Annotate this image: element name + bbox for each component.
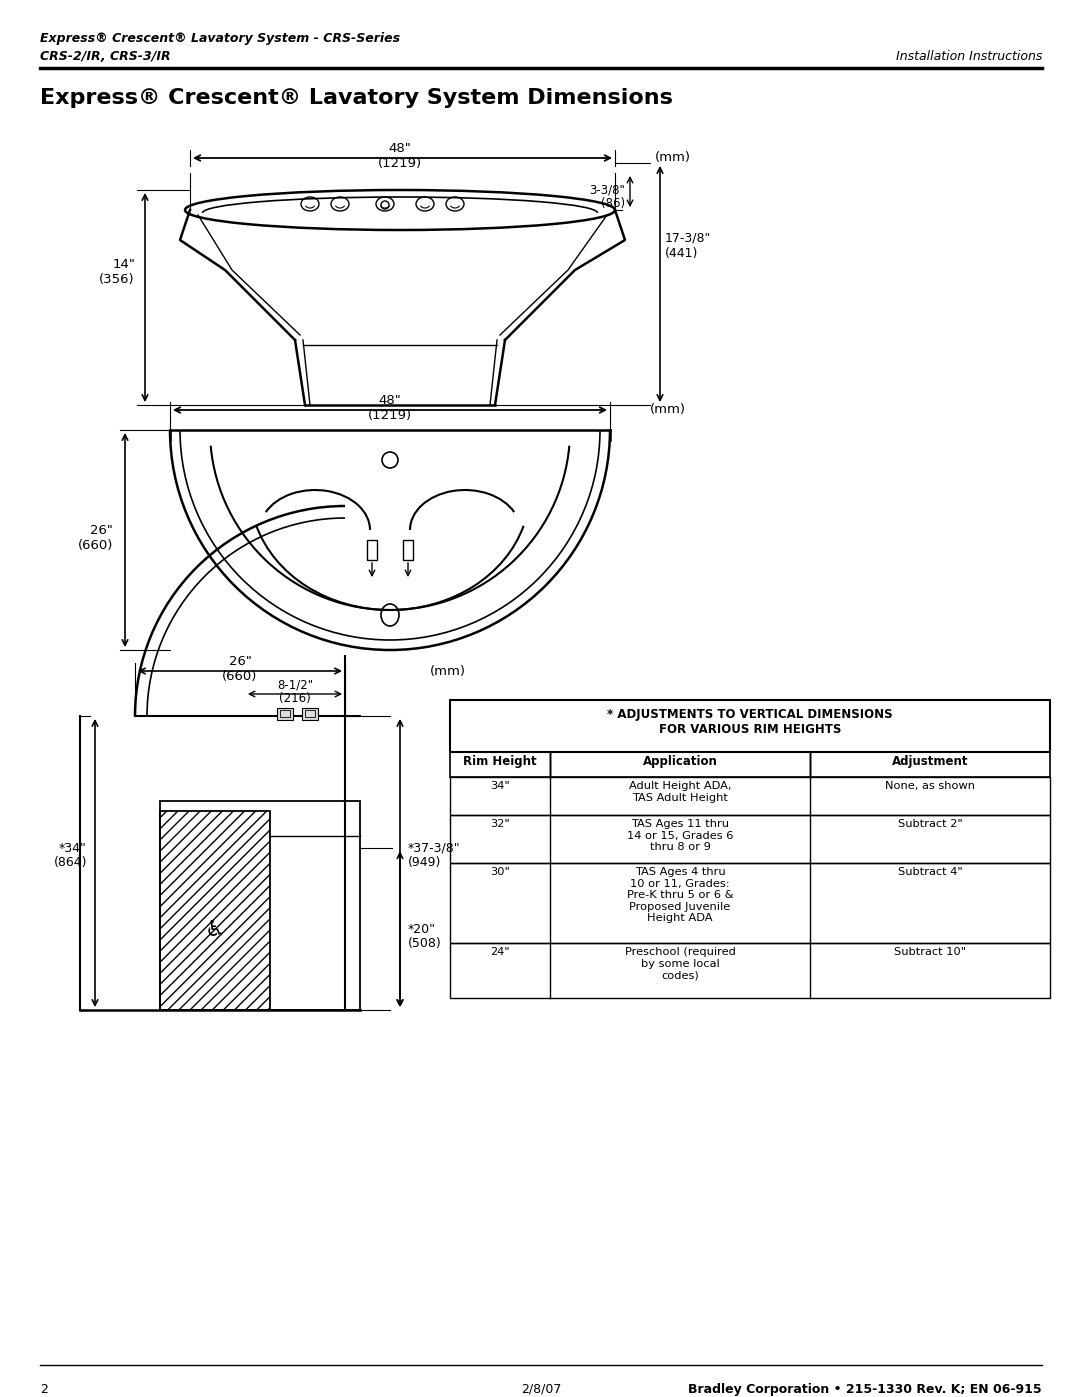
Text: (216): (216) xyxy=(279,692,311,705)
Text: Express® Crescent® Lavatory System Dimensions: Express® Crescent® Lavatory System Dimen… xyxy=(40,88,673,108)
Text: *37-3/8": *37-3/8" xyxy=(408,842,461,855)
Text: (949): (949) xyxy=(408,856,442,869)
Bar xyxy=(450,777,1050,814)
Text: 2: 2 xyxy=(40,1383,48,1396)
Text: 3-3/8": 3-3/8" xyxy=(589,183,625,197)
Text: Adult Height ADA,
TAS Adult Height: Adult Height ADA, TAS Adult Height xyxy=(629,781,731,803)
Bar xyxy=(450,700,1050,752)
Text: (356): (356) xyxy=(99,274,135,286)
Text: * ADJUSTMENTS TO VERTICAL DIMENSIONS
FOR VARIOUS RIM HEIGHTS: * ADJUSTMENTS TO VERTICAL DIMENSIONS FOR… xyxy=(607,708,893,736)
Text: (660): (660) xyxy=(222,671,258,683)
Text: (mm): (mm) xyxy=(654,151,691,165)
Text: (mm): (mm) xyxy=(430,665,465,678)
Text: Preschool (required
by some local
codes): Preschool (required by some local codes) xyxy=(624,947,735,981)
Text: Rim Height: Rim Height xyxy=(463,754,537,768)
Text: 26": 26" xyxy=(229,655,252,668)
Text: Adjustment: Adjustment xyxy=(892,754,969,768)
Text: 48": 48" xyxy=(389,142,411,155)
Text: 17-3/8": 17-3/8" xyxy=(665,232,712,244)
Text: 14": 14" xyxy=(112,258,135,271)
Text: 24": 24" xyxy=(490,947,510,957)
Bar xyxy=(367,541,377,560)
Bar xyxy=(450,943,1050,997)
Text: 48": 48" xyxy=(379,394,402,407)
Text: (1219): (1219) xyxy=(368,409,413,422)
Text: 26": 26" xyxy=(90,524,113,536)
Text: None, as shown: None, as shown xyxy=(885,781,975,791)
Bar xyxy=(403,541,413,560)
Bar xyxy=(280,710,291,717)
Text: TAS Ages 11 thru
14 or 15, Grades 6
thru 8 or 9: TAS Ages 11 thru 14 or 15, Grades 6 thru… xyxy=(626,819,733,852)
Text: (86): (86) xyxy=(600,197,625,210)
Text: (660): (660) xyxy=(78,539,113,552)
Text: Express® Crescent® Lavatory System - CRS-Series: Express® Crescent® Lavatory System - CRS… xyxy=(40,32,400,45)
Text: 8-1/2": 8-1/2" xyxy=(276,679,313,692)
Text: *20": *20" xyxy=(408,922,436,936)
Text: 34": 34" xyxy=(490,781,510,791)
Text: Subtract 10": Subtract 10" xyxy=(894,947,967,957)
Text: 30": 30" xyxy=(490,868,510,877)
Text: Subtract 4": Subtract 4" xyxy=(897,868,962,877)
Text: 32": 32" xyxy=(490,819,510,828)
Bar xyxy=(302,708,318,719)
Bar xyxy=(450,752,1050,777)
Bar xyxy=(305,710,315,717)
Text: (864): (864) xyxy=(54,856,87,869)
Text: (441): (441) xyxy=(665,246,699,260)
Text: Installation Instructions: Installation Instructions xyxy=(895,50,1042,63)
Text: ♿: ♿ xyxy=(205,921,225,940)
Text: CRS-2/IR, CRS-3/IR: CRS-2/IR, CRS-3/IR xyxy=(40,50,171,63)
Text: (1219): (1219) xyxy=(378,156,422,170)
Bar xyxy=(160,800,360,1010)
Text: Subtract 2": Subtract 2" xyxy=(897,819,962,828)
Text: 2/8/07: 2/8/07 xyxy=(521,1383,562,1396)
Bar xyxy=(276,708,293,719)
Bar xyxy=(160,812,270,1010)
Text: TAS Ages 4 thru
10 or 11, Grades:
Pre-K thru 5 or 6 &
Proposed Juvenile
Height A: TAS Ages 4 thru 10 or 11, Grades: Pre-K … xyxy=(626,868,733,923)
Text: Bradley Corporation • 215-1330 Rev. K; EN 06-915: Bradley Corporation • 215-1330 Rev. K; E… xyxy=(688,1383,1042,1396)
Text: (508): (508) xyxy=(408,936,442,950)
Text: *34": *34" xyxy=(59,842,87,855)
Text: (mm): (mm) xyxy=(650,404,686,416)
Bar xyxy=(450,863,1050,943)
Bar xyxy=(450,814,1050,863)
Text: Application: Application xyxy=(643,754,717,768)
